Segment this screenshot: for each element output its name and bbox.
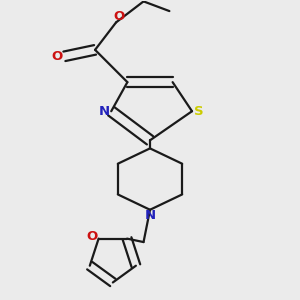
Text: N: N [99, 105, 110, 118]
Text: O: O [86, 230, 98, 242]
Text: S: S [194, 105, 204, 118]
Text: O: O [113, 10, 124, 23]
Text: O: O [52, 50, 63, 63]
Text: N: N [145, 209, 156, 222]
